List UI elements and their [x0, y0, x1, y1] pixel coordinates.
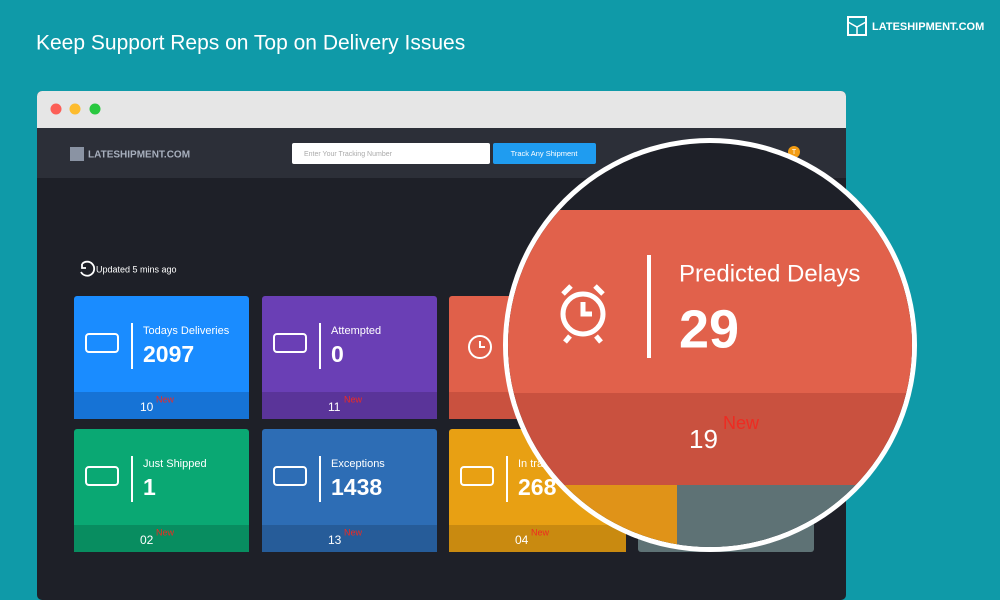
updated-text: Updated 5 mins ago	[96, 264, 177, 274]
search-button-label: Track Any Shipment	[511, 149, 579, 158]
card-footer	[262, 525, 437, 552]
card-new-label: New	[344, 394, 363, 404]
magnifier-label: Predicted Delays	[679, 260, 860, 287]
card-icon	[273, 333, 307, 353]
alarm-icon-large	[560, 284, 606, 344]
divider	[647, 255, 651, 358]
search-input[interactable]	[292, 143, 490, 164]
card-label: Todays Deliveries	[143, 325, 230, 337]
card-new-label: New	[156, 394, 175, 404]
card-label: Just Shipped	[143, 458, 207, 470]
card-new-label: New	[531, 527, 550, 537]
card-label: Attempted	[331, 325, 381, 337]
card-new-count: 04	[515, 533, 529, 547]
card-value: 0	[331, 341, 344, 367]
divider	[131, 456, 133, 502]
divider	[319, 456, 321, 502]
card-footer	[74, 525, 249, 552]
card-value: 1438	[331, 474, 382, 500]
card-icon	[273, 466, 307, 486]
card[interactable]	[74, 429, 249, 552]
magnifier-new-count: 19	[689, 424, 718, 454]
card[interactable]	[262, 429, 437, 552]
card-label: Exceptions	[331, 458, 385, 470]
card-value: 268	[518, 474, 557, 500]
title-bar	[37, 91, 846, 128]
card-icon	[85, 466, 119, 486]
card[interactable]	[262, 296, 437, 419]
refresh-icon[interactable]	[80, 260, 96, 277]
card-value: 1	[143, 474, 156, 500]
card-new-label: New	[344, 527, 363, 537]
card-icon	[85, 333, 119, 353]
maximize-button[interactable]	[89, 103, 101, 115]
search-button[interactable]	[493, 143, 596, 164]
card-new-count: 02	[140, 533, 154, 547]
search-placeholder: Enter Your Tracking Number	[304, 151, 393, 158]
card-new-count: 11	[328, 400, 341, 414]
card-footer	[449, 525, 626, 552]
brand-name: LATESHIPMENT.COM	[872, 21, 984, 33]
card[interactable]	[74, 296, 249, 419]
card-value: 2097	[143, 341, 194, 367]
card-footer	[74, 392, 249, 419]
user-initial: T	[792, 149, 797, 156]
card-new-count: 10	[140, 400, 154, 414]
app-brand: LATESHIPMENT.COM	[88, 150, 190, 161]
close-button[interactable]	[50, 103, 62, 115]
divider	[506, 456, 508, 502]
magnifier-value: 29	[679, 299, 739, 359]
app-logo-icon	[70, 147, 84, 161]
divider	[131, 323, 133, 369]
headline: Keep Support Reps on Top on Delivery Iss…	[36, 32, 465, 55]
divider	[319, 323, 321, 369]
card-footer	[262, 392, 437, 419]
alarm-icon	[468, 335, 492, 359]
card-label: In tra	[518, 458, 544, 470]
card-icon	[460, 466, 494, 486]
magnifier-new-label: New	[723, 413, 760, 433]
card-new-label: New	[156, 527, 175, 537]
brand-logo: LATESHIPMENT.COM	[847, 16, 984, 36]
card-new-count: 13	[328, 533, 342, 547]
minimize-button[interactable]	[69, 103, 81, 115]
